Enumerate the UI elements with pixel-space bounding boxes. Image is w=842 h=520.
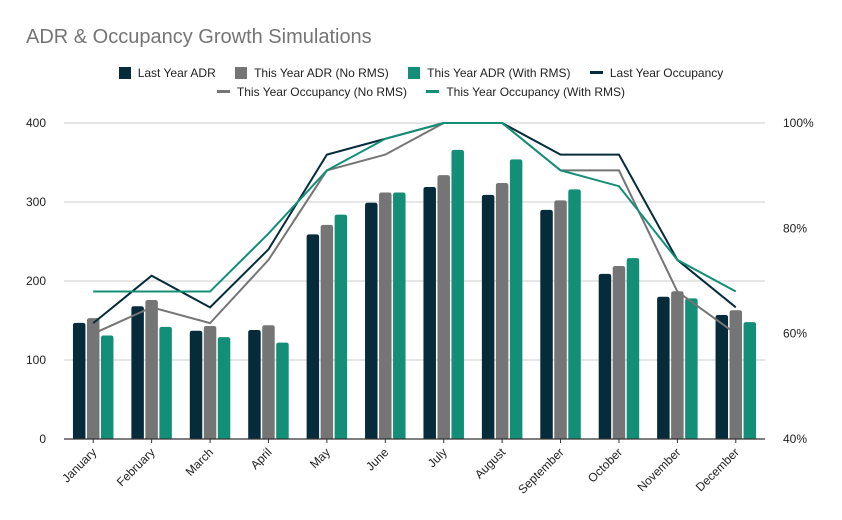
x-tick-label: December — [693, 445, 742, 494]
gridlines — [64, 122, 765, 361]
x-tick-label: April — [248, 445, 275, 472]
bar-this-year-adr-with-rms-july[interactable] — [451, 149, 464, 440]
legend-item-this-year-adr-with-rms[interactable]: This Year ADR (With RMS) — [408, 65, 571, 80]
legend-label: Last Year ADR — [137, 65, 216, 80]
bar-this-year-adr-with-rms-february[interactable] — [159, 326, 172, 439]
bar-this-year-adr-no-rms-january[interactable] — [86, 318, 100, 439]
legend-item-this-year-occupancy-with-rms[interactable]: This Year Occupancy (With RMS) — [426, 85, 625, 99]
legend-row-2: This Year Occupancy (No RMS) This Year O… — [0, 84, 842, 99]
legend-swatch — [235, 66, 248, 79]
y2-tick-label: 80% — [783, 221, 807, 235]
bar-last-year-adr-october[interactable] — [598, 273, 612, 439]
y-tick-label: 100 — [26, 353, 46, 367]
bar-this-year-adr-no-rms-september[interactable] — [554, 200, 567, 439]
x-tick-label: July — [425, 445, 450, 470]
bar-last-year-adr-august[interactable] — [481, 194, 495, 439]
bar-last-year-adr-may[interactable] — [306, 234, 320, 439]
bar-last-year-adr-november[interactable] — [657, 296, 670, 439]
legend-item-last-year-adr[interactable]: Last Year ADR — [118, 65, 216, 80]
bar-last-year-adr-july[interactable] — [423, 186, 436, 439]
bar-this-year-adr-with-rms-march[interactable] — [217, 337, 231, 439]
legend-item-last-year-occupancy[interactable]: Last Year Occupancy — [589, 65, 724, 80]
legend-item-this-year-adr-no-rms[interactable]: This Year ADR (No RMS) — [235, 66, 389, 80]
bar-this-year-adr-with-rms-september[interactable] — [568, 189, 581, 439]
bar-this-year-adr-no-rms-may[interactable] — [320, 224, 334, 439]
x-tick-label: November — [634, 445, 683, 494]
bar-last-year-adr-june[interactable] — [365, 202, 378, 439]
legend-swatch — [408, 66, 421, 79]
x-tick-label: August — [472, 445, 509, 482]
y-tick-label: 200 — [26, 274, 46, 288]
bar-this-year-adr-with-rms-october[interactable] — [626, 258, 640, 439]
bar-last-year-adr-february[interactable] — [131, 306, 144, 439]
x-tick-label: October — [585, 445, 625, 485]
x-tick-label: February — [114, 445, 158, 489]
bar-this-year-adr-no-rms-april[interactable] — [262, 325, 275, 439]
y-tick-label: 0 — [39, 432, 46, 446]
line-last-year-occupancy[interactable] — [92, 122, 737, 324]
bar-this-year-adr-with-rms-august[interactable] — [509, 159, 523, 439]
x-tick-label: September — [515, 445, 566, 496]
x-tick-label: June — [363, 445, 392, 474]
legend-label: This Year Occupancy (No RMS) — [236, 84, 407, 99]
y-tick-label: 300 — [26, 195, 46, 209]
bar-last-year-adr-september[interactable] — [540, 209, 553, 439]
bar-last-year-adr-december[interactable] — [715, 314, 729, 439]
bar-this-year-adr-no-rms-february[interactable] — [145, 299, 158, 439]
bar-this-year-adr-no-rms-november[interactable] — [671, 291, 684, 439]
chart-title: ADR & Occupancy Growth Simulations — [26, 26, 372, 48]
bar-this-year-adr-with-rms-june[interactable] — [393, 192, 406, 439]
y2-tick-label: 100% — [783, 116, 814, 130]
legend-swatch — [426, 89, 440, 93]
bar-last-year-adr-april[interactable] — [248, 329, 261, 439]
legend-label: Last Year Occupancy — [609, 65, 724, 80]
bar-last-year-adr-march[interactable] — [189, 330, 203, 439]
legend-swatch — [118, 66, 131, 79]
bar-this-year-adr-no-rms-august[interactable] — [495, 183, 509, 439]
bar-this-year-adr-no-rms-december[interactable] — [729, 310, 743, 439]
y2-tick-label: 40% — [783, 432, 807, 446]
x-tick-label: May — [307, 445, 333, 471]
legend-swatch — [216, 89, 230, 93]
lines — [92, 122, 737, 335]
bar-this-year-adr-no-rms-march[interactable] — [203, 326, 217, 439]
x-tick-label: March — [183, 445, 216, 478]
legend-label: This Year Occupancy (With RMS) — [446, 84, 626, 99]
legend-label: This Year ADR (No RMS) — [254, 65, 389, 80]
bar-this-year-adr-with-rms-november[interactable] — [685, 298, 698, 439]
line-this-year-occupancy-with-rms[interactable] — [93, 122, 737, 293]
y-tick-label: 400 — [26, 116, 46, 130]
bar-this-year-adr-with-rms-april[interactable] — [276, 342, 289, 439]
legend-item-this-year-occupancy-no-rms[interactable]: This Year Occupancy (No RMS) — [216, 84, 407, 99]
x-tick-label: January — [59, 445, 99, 485]
bar-last-year-adr-january[interactable] — [72, 322, 86, 439]
bar-this-year-adr-with-rms-may[interactable] — [334, 214, 348, 439]
y2-tick-label: 60% — [783, 327, 807, 341]
bar-this-year-adr-no-rms-june[interactable] — [379, 192, 392, 439]
bar-this-year-adr-no-rms-october[interactable] — [612, 265, 626, 439]
legend-label: This Year ADR (With RMS) — [427, 65, 571, 80]
bar-this-year-adr-with-rms-january[interactable] — [100, 335, 114, 439]
bar-this-year-adr-no-rms-july[interactable] — [437, 175, 450, 439]
bars — [72, 149, 757, 440]
legend-swatch — [589, 70, 603, 74]
line-this-year-occupancy-no-rms[interactable] — [92, 122, 737, 335]
bar-this-year-adr-with-rms-december[interactable] — [743, 322, 757, 439]
legend-row-1: Last Year ADR This Year ADR (No RMS) Thi… — [0, 65, 842, 80]
